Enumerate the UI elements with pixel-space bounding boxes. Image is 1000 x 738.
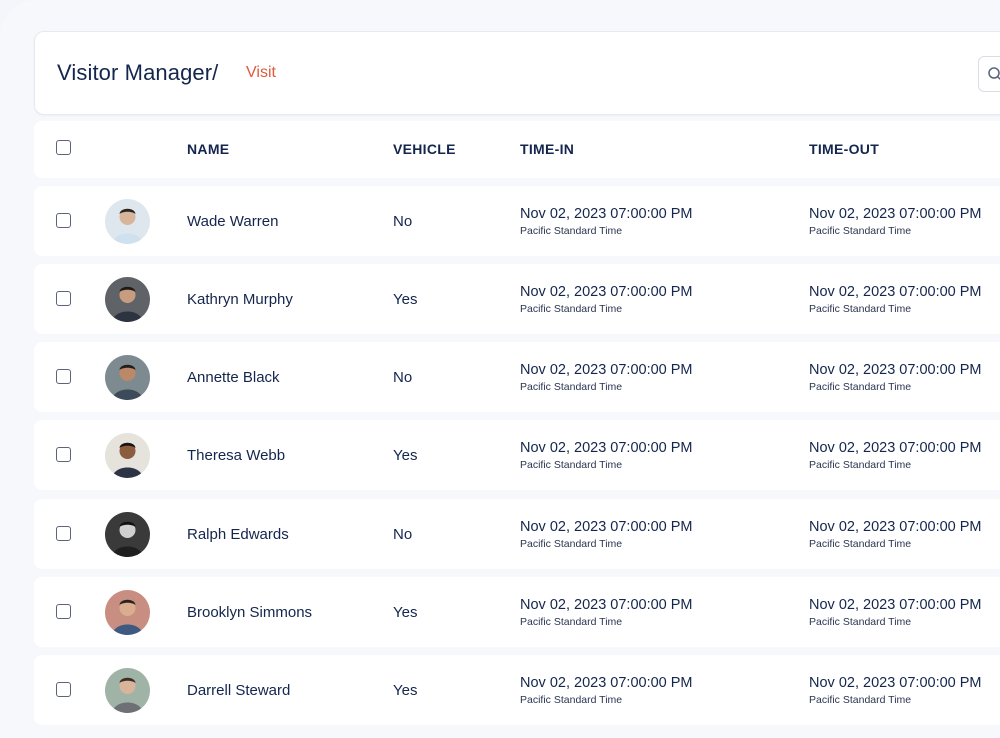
time-in-cell: Nov 02, 2023 07:00:00 PM Pacific Standar… — [520, 284, 693, 315]
column-header-vehicle[interactable]: VEHICLE — [393, 141, 456, 157]
table-row[interactable]: Ralph Edwards No Nov 02, 2023 07:00:00 P… — [34, 499, 1000, 569]
time-out-value: Nov 02, 2023 07:00:00 PM — [809, 675, 982, 691]
search-input[interactable] — [978, 56, 1000, 92]
visitor-name: Wade Warren — [187, 213, 279, 230]
time-out-timezone: Pacific Standard Time — [809, 694, 912, 706]
time-in-timezone: Pacific Standard Time — [520, 694, 623, 706]
vehicle-status: Yes — [393, 447, 418, 464]
time-out-cell: Nov 02, 2023 07:00:00 PM Pacific Standar… — [809, 362, 982, 393]
visitor-name: Darrell Steward — [187, 682, 291, 699]
avatar — [105, 277, 150, 322]
time-out-cell: Nov 02, 2023 07:00:00 PM Pacific Standar… — [809, 519, 982, 550]
visitor-name: Theresa Webb — [187, 447, 286, 464]
time-out-timezone: Pacific Standard Time — [809, 303, 912, 315]
time-out-value: Nov 02, 2023 07:00:00 PM — [809, 284, 982, 300]
table-row[interactable]: Brooklyn Simmons Yes Nov 02, 2023 07:00:… — [34, 577, 1000, 647]
row-checkbox[interactable] — [56, 213, 71, 228]
search-icon — [988, 67, 1000, 81]
time-out-value: Nov 02, 2023 07:00:00 PM — [809, 206, 982, 222]
vehicle-status: No — [393, 526, 413, 543]
time-out-timezone: Pacific Standard Time — [809, 538, 912, 550]
time-out-timezone: Pacific Standard Time — [809, 616, 912, 628]
avatar — [105, 512, 150, 557]
time-out-cell: Nov 02, 2023 07:00:00 PM Pacific Standar… — [809, 675, 982, 706]
page-header: Visitor Manager/ Visit — [34, 31, 1000, 115]
table-row[interactable]: Wade Warren No Nov 02, 2023 07:00:00 PM … — [34, 186, 1000, 256]
time-out-cell: Nov 02, 2023 07:00:00 PM Pacific Standar… — [809, 284, 982, 315]
time-in-cell: Nov 02, 2023 07:00:00 PM Pacific Standar… — [520, 519, 693, 550]
avatar — [105, 355, 150, 400]
time-in-cell: Nov 02, 2023 07:00:00 PM Pacific Standar… — [520, 440, 693, 471]
time-in-timezone: Pacific Standard Time — [520, 303, 623, 315]
time-in-value: Nov 02, 2023 07:00:00 PM — [520, 597, 693, 613]
time-in-value: Nov 02, 2023 07:00:00 PM — [520, 362, 693, 378]
time-out-timezone: Pacific Standard Time — [809, 459, 912, 471]
table-row[interactable]: Kathryn Murphy Yes Nov 02, 2023 07:00:00… — [34, 264, 1000, 334]
page-title: Visitor Manager/ — [57, 60, 219, 85]
time-in-timezone: Pacific Standard Time — [520, 225, 623, 237]
time-in-value: Nov 02, 2023 07:00:00 PM — [520, 519, 693, 535]
time-in-cell: Nov 02, 2023 07:00:00 PM Pacific Standar… — [520, 597, 693, 628]
vehicle-status: No — [393, 369, 413, 386]
time-in-cell: Nov 02, 2023 07:00:00 PM Pacific Standar… — [520, 675, 693, 706]
time-in-cell: Nov 02, 2023 07:00:00 PM Pacific Standar… — [520, 362, 693, 393]
table-row[interactable]: Annette Black No Nov 02, 2023 07:00:00 P… — [34, 342, 1000, 412]
column-header-time-out[interactable]: TIME-OUT — [809, 141, 880, 157]
vehicle-status: Yes — [393, 682, 418, 699]
time-in-timezone: Pacific Standard Time — [520, 616, 623, 628]
table-row[interactable]: Theresa Webb Yes Nov 02, 2023 07:00:00 P… — [34, 420, 1000, 490]
visitor-name: Kathryn Murphy — [187, 291, 293, 308]
column-header-name[interactable]: NAME — [187, 141, 230, 157]
avatar — [105, 590, 150, 635]
table-row[interactable]: Darrell Steward Yes Nov 02, 2023 07:00:0… — [34, 655, 1000, 725]
time-in-value: Nov 02, 2023 07:00:00 PM — [520, 206, 693, 222]
time-in-cell: Nov 02, 2023 07:00:00 PM Pacific Standar… — [520, 206, 693, 237]
column-header-time-in[interactable]: TIME-IN — [520, 141, 575, 157]
row-checkbox[interactable] — [56, 369, 71, 384]
row-checkbox[interactable] — [56, 291, 71, 306]
avatar — [105, 668, 150, 713]
time-out-value: Nov 02, 2023 07:00:00 PM — [809, 362, 982, 378]
avatar — [105, 199, 150, 244]
vehicle-status: No — [393, 213, 413, 230]
visitor-name: Annette Black — [187, 369, 280, 386]
time-in-value: Nov 02, 2023 07:00:00 PM — [520, 284, 693, 300]
select-all-checkbox[interactable] — [56, 140, 71, 155]
time-out-timezone: Pacific Standard Time — [809, 381, 912, 393]
row-checkbox[interactable] — [56, 604, 71, 619]
time-out-value: Nov 02, 2023 07:00:00 PM — [809, 519, 982, 535]
visitor-name: Brooklyn Simmons — [187, 604, 313, 621]
time-out-cell: Nov 02, 2023 07:00:00 PM Pacific Standar… — [809, 440, 982, 471]
row-checkbox[interactable] — [56, 526, 71, 541]
time-in-timezone: Pacific Standard Time — [520, 459, 623, 471]
breadcrumb-visit[interactable]: Visit — [246, 64, 276, 81]
time-in-timezone: Pacific Standard Time — [520, 538, 623, 550]
time-out-timezone: Pacific Standard Time — [809, 225, 912, 237]
table-header: NAME VEHICLE TIME-IN TIME-OUT — [34, 121, 1000, 178]
vehicle-status: Yes — [393, 291, 418, 308]
time-out-value: Nov 02, 2023 07:00:00 PM — [809, 440, 982, 456]
row-checkbox[interactable] — [56, 682, 71, 697]
time-out-cell: Nov 02, 2023 07:00:00 PM Pacific Standar… — [809, 597, 982, 628]
vehicle-status: Yes — [393, 604, 418, 621]
time-out-cell: Nov 02, 2023 07:00:00 PM Pacific Standar… — [809, 206, 982, 237]
time-in-value: Nov 02, 2023 07:00:00 PM — [520, 675, 693, 691]
visitor-name: Ralph Edwards — [187, 526, 289, 543]
time-in-timezone: Pacific Standard Time — [520, 381, 623, 393]
row-checkbox[interactable] — [56, 447, 71, 462]
time-out-value: Nov 02, 2023 07:00:00 PM — [809, 597, 982, 613]
avatar — [105, 433, 150, 478]
time-in-value: Nov 02, 2023 07:00:00 PM — [520, 440, 693, 456]
